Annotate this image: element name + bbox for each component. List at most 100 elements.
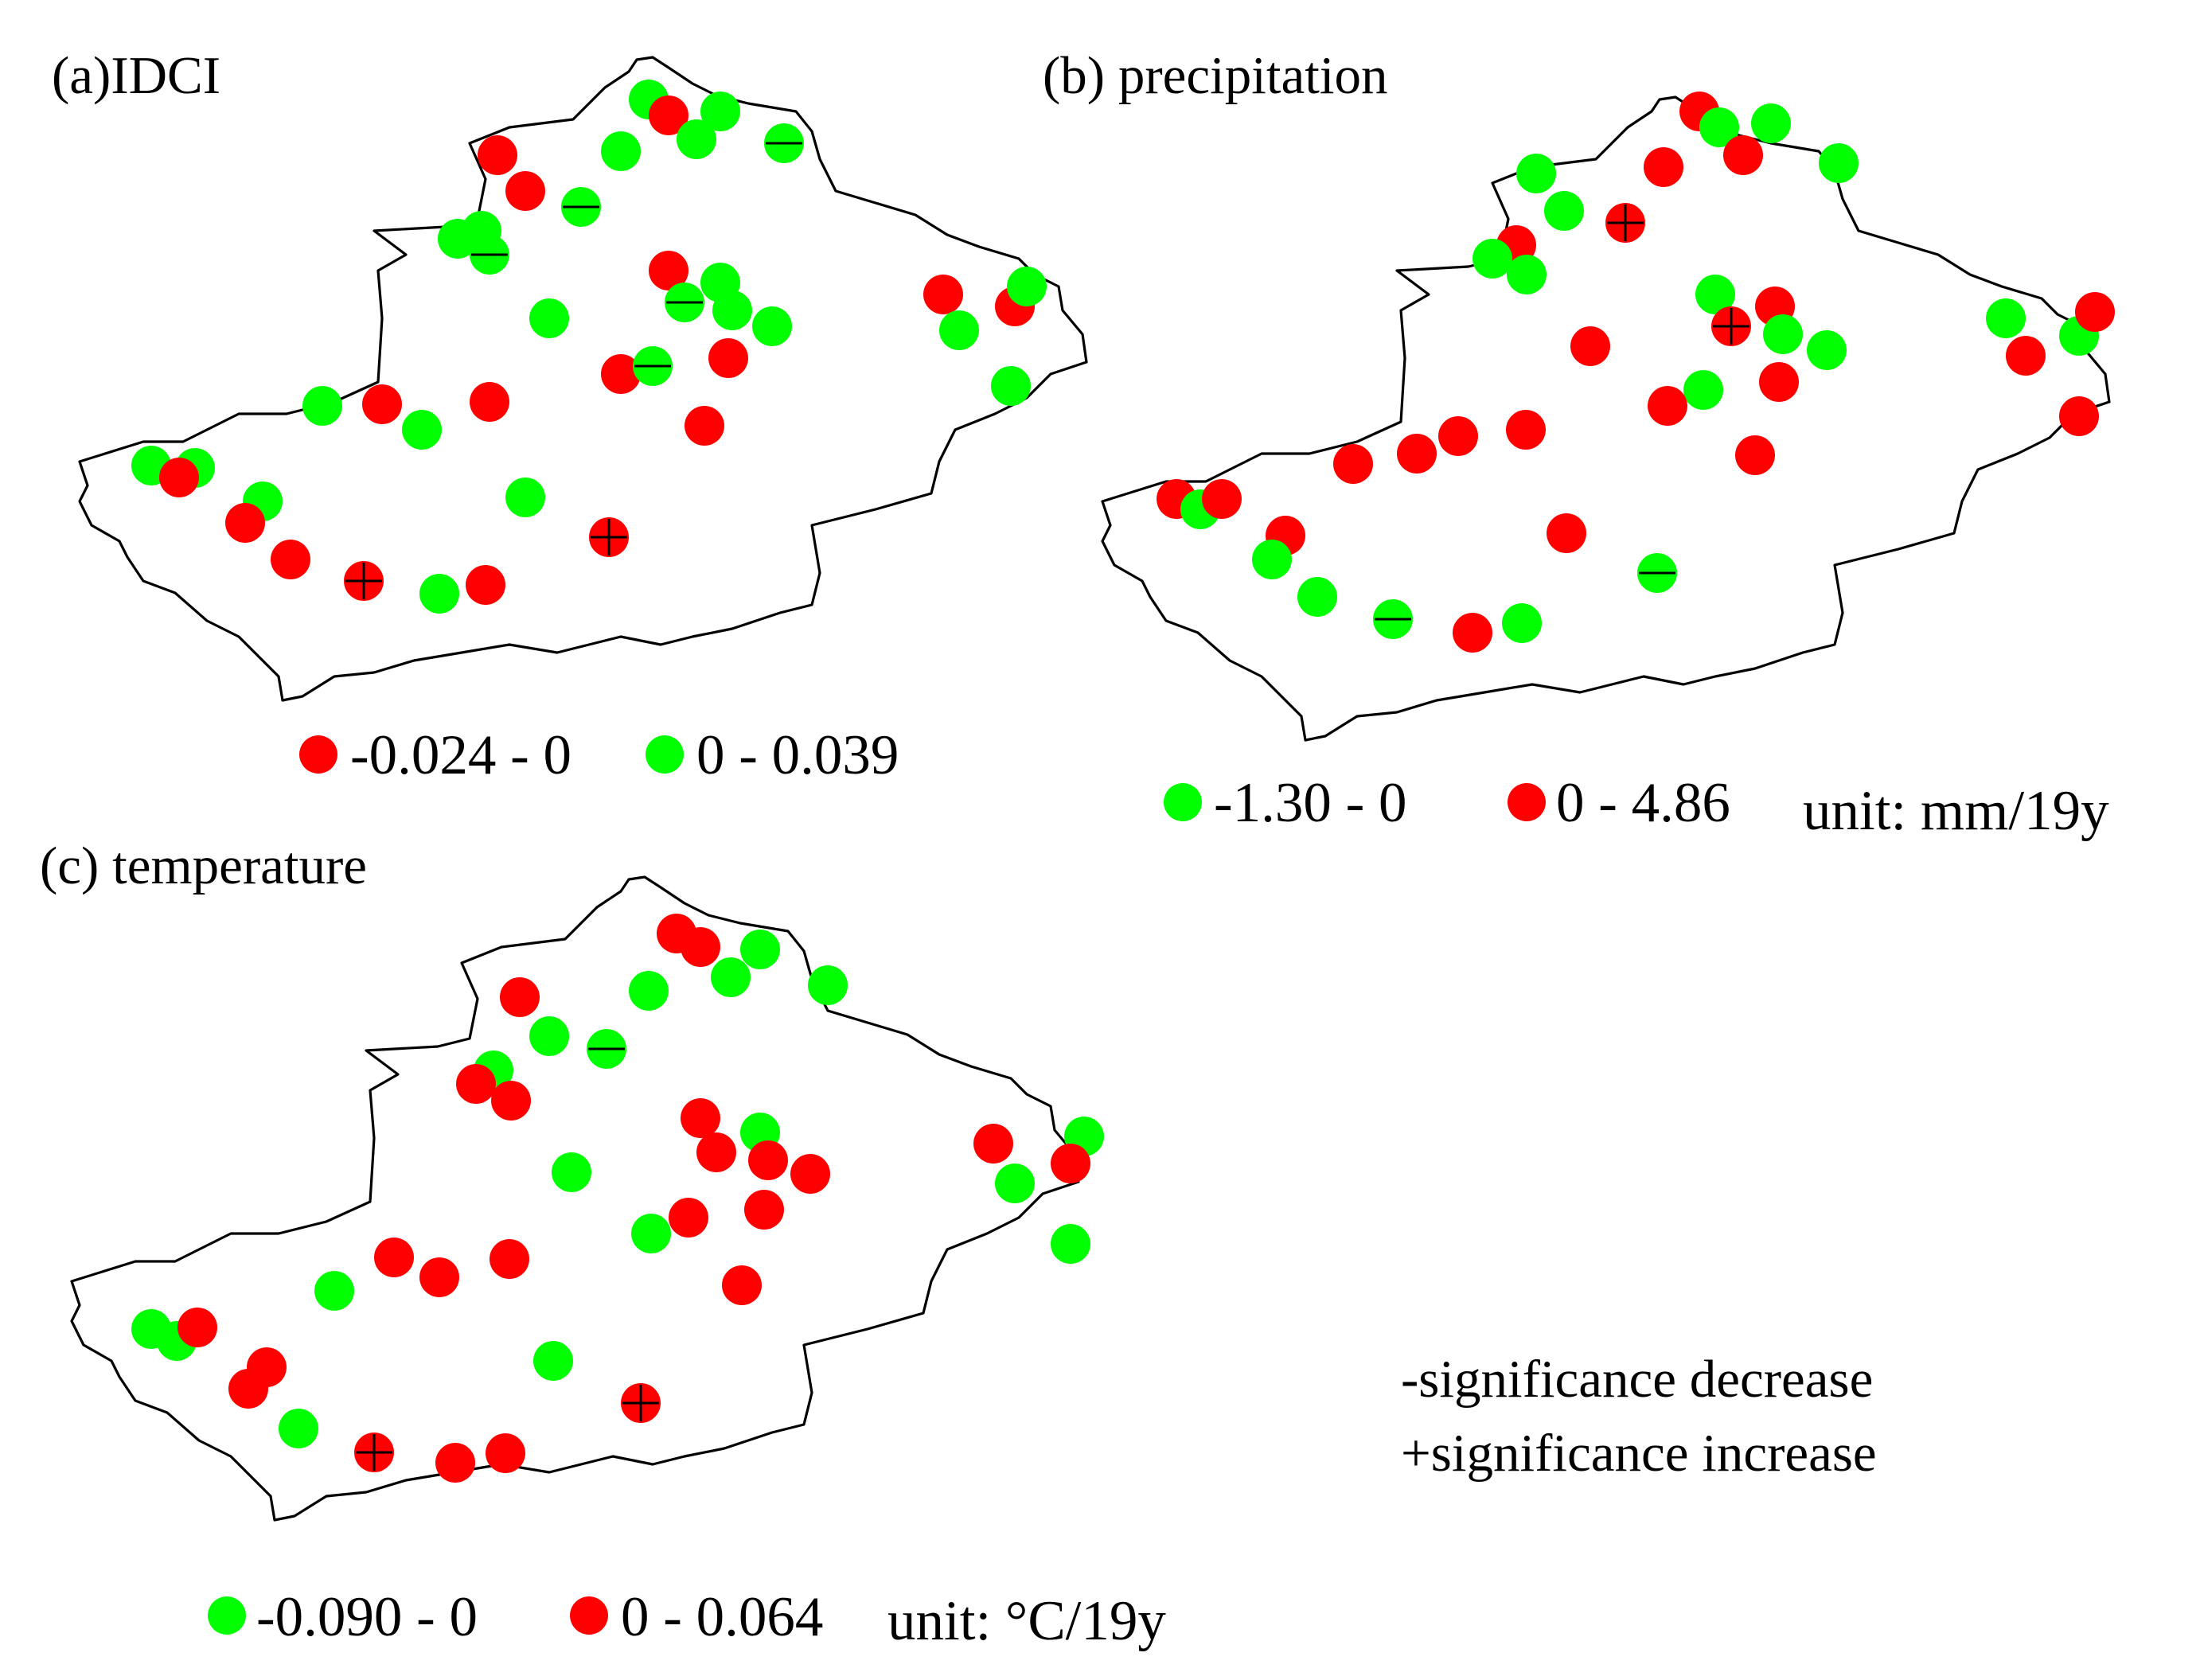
panel-a-station-10 xyxy=(677,119,716,159)
panel-a-station-16 xyxy=(712,290,752,330)
panel-c-station-4 xyxy=(711,957,751,997)
panel-b-station-11 xyxy=(1473,239,1512,279)
panel-c-station-26 xyxy=(995,1164,1035,1203)
panel-c-station-16 xyxy=(748,1140,788,1180)
panel-a-station-22 xyxy=(685,406,724,446)
panel-b-station-36 xyxy=(1252,540,1292,579)
panel-b-station-19 xyxy=(1683,370,1723,410)
panel-b-station-4 xyxy=(1751,103,1791,143)
legend-a: -0.024 - 0 0 - 0.039 xyxy=(299,724,899,786)
note-significance-increase: +significance increase xyxy=(1401,1424,1877,1483)
panel-c-station-40 xyxy=(486,1433,525,1473)
panel-b-station-28 xyxy=(2006,336,2046,376)
panel-c-station-2 xyxy=(681,927,720,967)
panel-b-station-12 xyxy=(1507,255,1547,294)
panel-a-station-21 xyxy=(708,338,748,378)
panel-a-station-34 xyxy=(470,382,509,422)
panel-a-station-9 xyxy=(649,95,688,135)
panel-b-station-5 xyxy=(1819,143,1859,183)
panel-c-station-37 xyxy=(279,1409,318,1448)
panel-c-title: (c) temperature xyxy=(40,836,367,895)
panel-b-station-26 xyxy=(1333,444,1373,484)
legend-b-label-1: -1.30 - 0 xyxy=(1214,772,1407,834)
panel-b-station-21 xyxy=(1735,435,1775,475)
panel-b-station-34 xyxy=(1202,479,1242,519)
legend-c-swatch-2 xyxy=(570,1596,608,1635)
panel-a-station-27 xyxy=(991,366,1031,406)
panel-c-station-7 xyxy=(500,977,540,1017)
legend-a-label-1: -0.024 - 0 xyxy=(350,724,571,786)
panel-c-station-8 xyxy=(529,1016,569,1056)
legend-a-swatch-1 xyxy=(299,735,337,774)
panel-c-station-13 xyxy=(681,1098,720,1138)
panel-b-stations xyxy=(1157,92,2115,653)
panel-b-station-18 xyxy=(1759,362,1799,402)
panel-c-map-outline xyxy=(70,875,1080,1522)
panel-c-station-6 xyxy=(808,965,848,1005)
panel-a-station-40 xyxy=(466,565,505,605)
legend-a-label-2: 0 - 0.039 xyxy=(696,724,899,786)
significance-notes: -significance decrease +significance inc… xyxy=(1401,1350,1877,1483)
panel-a-station-37 xyxy=(271,540,310,579)
panel-b-station-25 xyxy=(1397,434,1437,474)
panel-b-station-20 xyxy=(1648,386,1687,426)
legend-b-unit: unit: mm/19y xyxy=(1803,780,2109,842)
panel-b-map-outline xyxy=(1101,95,2111,742)
panel-c-station-21 xyxy=(631,1214,671,1253)
panel-c-station-3 xyxy=(740,930,780,969)
legend-b: -1.30 - 0 0 - 4.86 unit: mm/19y xyxy=(1164,772,2109,842)
panel-c-station-23 xyxy=(973,1124,1013,1164)
panel-b-station-3 xyxy=(1723,135,1763,175)
panel-c-station-11 xyxy=(456,1064,496,1104)
panel-b-station-17 xyxy=(1807,330,1847,370)
note-significance-decrease: -significance decrease xyxy=(1401,1350,1873,1409)
panel-c-station-29 xyxy=(419,1257,459,1297)
panel-a-station-33 xyxy=(402,410,442,450)
panel-b: (b) precipitation xyxy=(1043,46,2115,742)
panel-a: (a)IDCI xyxy=(52,46,1088,702)
panel-c-station-25 xyxy=(1051,1144,1090,1183)
panel-b-station-22 xyxy=(1570,326,1610,366)
panel-a-stations xyxy=(131,80,1047,614)
panel-c-station-12 xyxy=(491,1081,531,1121)
panel-a-station-1 xyxy=(478,135,517,175)
panel-a-title: (a)IDCI xyxy=(52,46,220,105)
panel-c-station-28 xyxy=(374,1238,414,1277)
panel-a-station-25 xyxy=(1007,267,1047,306)
legend-b-swatch-2 xyxy=(1508,783,1546,821)
panel-c-station-27 xyxy=(1051,1224,1090,1264)
panel-a-station-19 xyxy=(601,354,641,394)
panel-c-station-39 xyxy=(435,1443,475,1483)
panel-b-station-39 xyxy=(1453,613,1492,653)
panel-b-station-31 xyxy=(2059,396,2099,436)
panel-c-station-17 xyxy=(790,1154,830,1194)
panel-c-station-19 xyxy=(744,1190,784,1230)
panel-c-station-36 xyxy=(228,1369,268,1409)
panel-b-station-6 xyxy=(1644,147,1683,187)
panel-c-station-5 xyxy=(629,971,669,1011)
panel-c-station-22 xyxy=(722,1265,762,1305)
panel-c-station-31 xyxy=(314,1271,354,1311)
panel-a-station-13 xyxy=(649,251,688,290)
panel-a-station-18 xyxy=(529,298,569,338)
panel-b-station-16 xyxy=(1763,314,1803,354)
panel-a-station-36 xyxy=(225,503,265,543)
legend-c-swatch-1 xyxy=(208,1596,246,1635)
panel-a-station-7 xyxy=(601,131,641,171)
panel-a-map-outline xyxy=(78,56,1088,702)
panel-a-station-17 xyxy=(752,306,792,346)
panel-b-station-7 xyxy=(1516,154,1556,193)
panel-a-station-30 xyxy=(159,458,199,497)
panel-b-station-8 xyxy=(1544,191,1584,231)
panel-a-station-2 xyxy=(505,171,545,211)
panel-a-station-26 xyxy=(939,310,979,350)
legend-c-label-1: -0.090 - 0 xyxy=(256,1586,478,1648)
legend-c-label-2: 0 - 0.064 xyxy=(621,1586,823,1648)
panel-b-station-41 xyxy=(1547,513,1586,553)
panel-c-station-20 xyxy=(669,1198,708,1238)
panel-b-station-13 xyxy=(1695,275,1735,314)
legend-a-swatch-2 xyxy=(646,735,684,774)
panel-c-stations xyxy=(131,914,1104,1483)
panel-a-station-39 xyxy=(419,574,459,614)
